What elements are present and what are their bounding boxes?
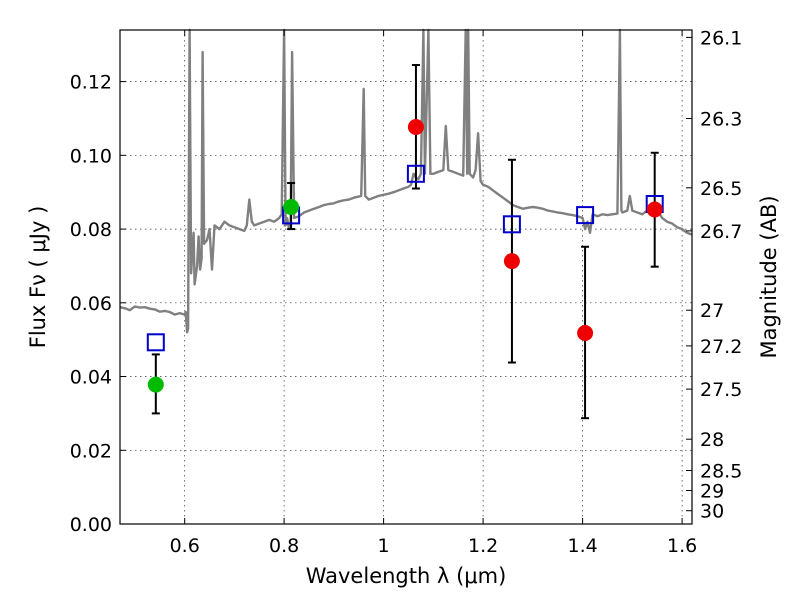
detection-point — [503, 253, 520, 270]
spectrum-layer — [119, 28, 693, 334]
mag-tick-label: 28.5 — [700, 461, 742, 483]
plot-frame — [119, 29, 693, 525]
detection-point — [407, 119, 424, 135]
x-tick-label: 1 — [378, 535, 390, 557]
x-axis-label: Wavelength λ (μm) — [306, 564, 507, 588]
tick-layer — [120, 30, 692, 525]
y-tick-label: 0.00 — [70, 514, 112, 536]
mag-tick-label: 27.5 — [700, 379, 742, 401]
mag-tick-label: 27.2 — [700, 336, 742, 358]
y-tick-label: 0.04 — [70, 367, 112, 389]
y-axis-label: Flux Fν ( μJy ) — [26, 206, 50, 349]
mag-tick-label: 27 — [700, 300, 724, 322]
y2-axis-label: Magnitude (AB) — [757, 195, 781, 358]
y-tick-label: 0.12 — [70, 72, 112, 94]
y-tick-label: 0.06 — [70, 293, 112, 315]
mag-tick-label: 26.5 — [700, 178, 742, 200]
detection-point — [283, 199, 300, 215]
x-tick-label: 0.8 — [269, 535, 299, 557]
y-tick-label: 0.02 — [70, 440, 112, 462]
model-photometry-square — [406, 164, 425, 183]
y-tick-label: 0.08 — [70, 219, 112, 241]
mag-tick-label: 28 — [700, 429, 724, 451]
mag-tick-label: 26.3 — [700, 109, 742, 131]
model-photometry-square — [146, 333, 165, 352]
model-photometry-square — [576, 206, 595, 225]
mag-tick-label: 30 — [700, 501, 724, 523]
mag-tick-label: 29 — [700, 481, 724, 503]
x-tick-label: 1.4 — [567, 535, 597, 557]
detection-point — [147, 376, 164, 393]
mag-tick-label: 26.7 — [700, 221, 742, 243]
y-tick-label: 0.10 — [70, 145, 112, 167]
spectrum-line — [119, 28, 693, 334]
mag-tick-label: 26.1 — [700, 27, 742, 49]
x-tick-label: 1.2 — [468, 535, 498, 557]
detection-point — [646, 201, 663, 218]
x-tick-label: 1.6 — [667, 535, 697, 557]
grid — [120, 30, 692, 524]
x-tick-label: 0.6 — [170, 535, 200, 557]
marker-layer — [146, 119, 664, 393]
detection-point — [577, 325, 594, 341]
model-photometry-square — [502, 215, 521, 234]
tick-label-layer: 0.6 0.8 1 1.2 1.4 1.6 0.00 0.02 0.04 0.06 0.08 0.10… — [70, 27, 743, 557]
